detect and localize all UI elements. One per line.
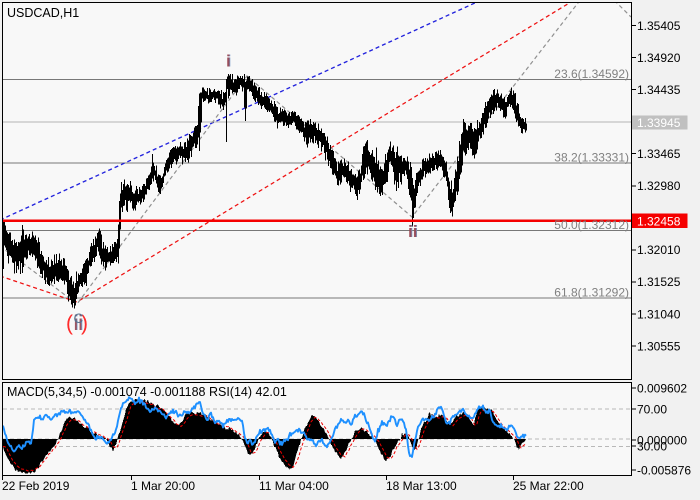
svg-text:i: i bbox=[226, 52, 231, 71]
svg-text:50.0(1.32312): 50.0(1.32312) bbox=[554, 218, 629, 232]
svg-text:(: ( bbox=[66, 312, 73, 335]
svg-text:1.35405: 1.35405 bbox=[637, 19, 681, 33]
svg-text:1.31525: 1.31525 bbox=[637, 275, 681, 289]
svg-text:1.31040: 1.31040 bbox=[637, 307, 681, 321]
svg-text:ii: ii bbox=[74, 312, 83, 335]
svg-text:ii: ii bbox=[74, 312, 83, 335]
svg-text:11 Mar 04:00: 11 Mar 04:00 bbox=[259, 479, 329, 493]
svg-text:1.34920: 1.34920 bbox=[637, 51, 681, 65]
svg-text:ii: ii bbox=[409, 222, 418, 241]
svg-text:-0.005876: -0.005876 bbox=[637, 463, 691, 477]
svg-text:0.009602: 0.009602 bbox=[637, 381, 687, 395]
svg-text:): ) bbox=[81, 312, 88, 335]
svg-text:1.32980: 1.32980 bbox=[637, 179, 681, 193]
svg-text:30.00: 30.00 bbox=[637, 439, 667, 453]
svg-text:18 Mar 13:00: 18 Mar 13:00 bbox=[386, 479, 457, 493]
svg-text:MACD(5,34,5) -0.001074 -0.0011: MACD(5,34,5) -0.001074 -0.001188 RSI(14)… bbox=[7, 385, 287, 399]
svg-text:ii: ii bbox=[408, 222, 417, 241]
svg-text:22 Feb 2019: 22 Feb 2019 bbox=[2, 479, 70, 493]
svg-text:C: C bbox=[74, 311, 84, 326]
svg-text:0.000000: 0.000000 bbox=[637, 433, 687, 447]
svg-text:23.6(1.34592): 23.6(1.34592) bbox=[554, 67, 629, 81]
svg-text:USDCAD,H1: USDCAD,H1 bbox=[7, 6, 79, 20]
svg-text:25 Mar 22:00: 25 Mar 22:00 bbox=[513, 479, 584, 493]
svg-text:1.34435: 1.34435 bbox=[637, 83, 681, 97]
svg-text:1.32010: 1.32010 bbox=[637, 243, 681, 257]
svg-text:1.33465: 1.33465 bbox=[637, 147, 681, 161]
svg-text:1.32458: 1.32458 bbox=[637, 214, 681, 228]
svg-text:i: i bbox=[227, 52, 232, 71]
svg-text:61.8(1.31292): 61.8(1.31292) bbox=[554, 285, 629, 299]
svg-text:1 Mar 20:00: 1 Mar 20:00 bbox=[131, 479, 195, 493]
svg-text:1.33945: 1.33945 bbox=[637, 116, 681, 130]
svg-text:1.30555: 1.30555 bbox=[637, 339, 681, 353]
svg-text:38.2(1.33331): 38.2(1.33331) bbox=[554, 150, 629, 164]
svg-text:70.00: 70.00 bbox=[637, 402, 667, 416]
